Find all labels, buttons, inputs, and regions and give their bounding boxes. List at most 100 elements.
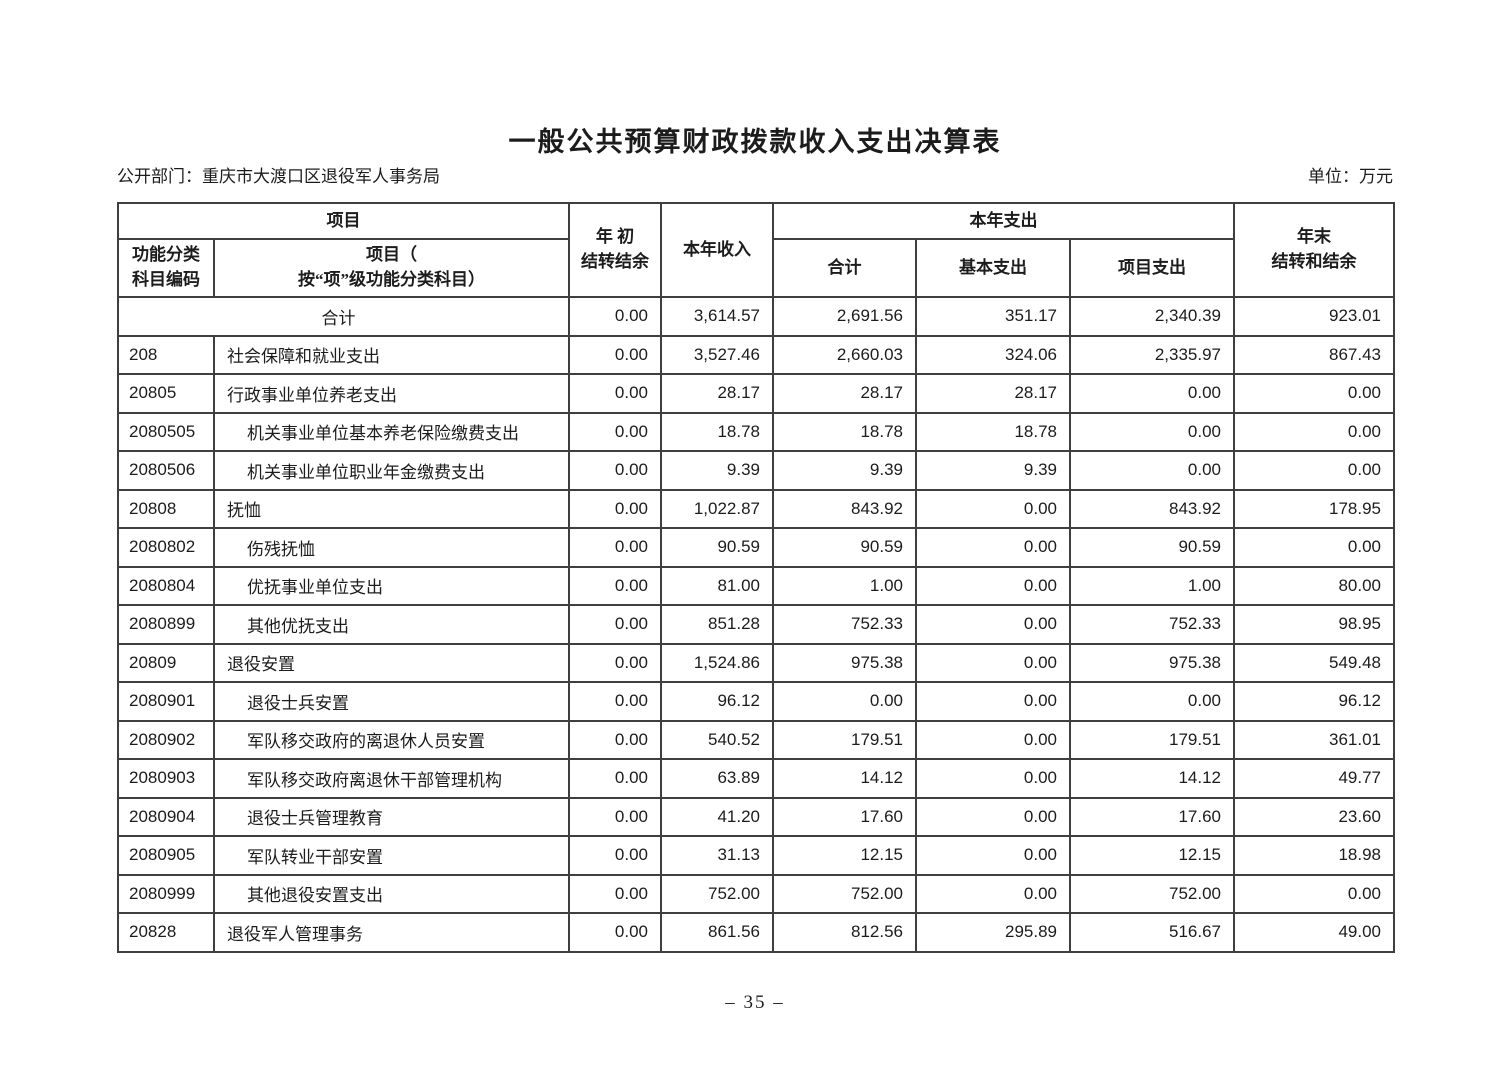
row-value-cell: 843.92 — [1069, 488, 1235, 529]
table-row: 2080999 其他退役安置支出 0.00 752.00 752.00 0.00 752.0… — [117, 873, 1395, 914]
table-row: 2080905 军队转业干部安置 0.00 31.13 12.15 0.00 12.15 18… — [117, 835, 1395, 876]
row-value-cell: 0.00 — [915, 527, 1071, 568]
header-project-name-line2: 按“项”级功能分类科目） — [298, 270, 485, 289]
row-value-cell: 0.00 — [568, 334, 662, 375]
table-row: 2080804 优抚事业单位支出 0.00 81.00 1.00 0.00 1.00 80.0… — [117, 565, 1395, 606]
row-value-cell: 49.00 — [1233, 912, 1395, 953]
row-value-cell: 975.38 — [772, 642, 917, 683]
row-value-cell: 63.89 — [660, 758, 774, 799]
page-title: 一般公共预算财政拨款收入支出决算表 — [508, 127, 1002, 157]
budget-table: 项目 年 初 结转结余 本年收入 本年支出 年末 结转和结余 功能分类 科目编码 — [117, 202, 1395, 953]
row-value-cell: 2,691.56 — [772, 296, 917, 337]
row-value-cell: 752.33 — [1069, 604, 1235, 645]
row-name-cell: 机关事业单位职业年金缴费支出 — [213, 450, 570, 491]
row-value-cell: 0.00 — [1233, 411, 1395, 452]
row-value-cell: 867.43 — [1233, 334, 1395, 375]
meta-row: 公开部门：重庆市大渡口区退役军人事务局 单位：万元 — [117, 162, 1393, 187]
row-value-cell: 17.60 — [772, 796, 917, 837]
row-value-cell: 351.17 — [915, 296, 1071, 337]
table-row: 20805 行政事业单位养老支出 0.00 28.17 28.17 28.17 0.00 0.… — [117, 373, 1395, 414]
row-value-cell: 549.48 — [1233, 642, 1395, 683]
row-value-cell: 90.59 — [772, 527, 917, 568]
row-value-cell: 12.15 — [772, 835, 917, 876]
table-row: 2080903 军队移交政府离退休干部管理机构 0.00 63.89 14.12 0.00… — [117, 758, 1395, 799]
row-value-cell: 975.38 — [1069, 642, 1235, 683]
row-name-cell: 军队转业干部安置 — [213, 835, 570, 876]
row-code-cell: 2080999 — [117, 873, 215, 914]
row-value-cell: 923.01 — [1233, 296, 1395, 337]
row-code-cell: 2080506 — [117, 450, 215, 491]
row-value-cell: 179.51 — [772, 719, 917, 760]
row-value-cell: 516.67 — [1069, 912, 1235, 953]
row-value-cell: 843.92 — [772, 488, 917, 529]
row-name-cell: 其他优抚支出 — [213, 604, 570, 645]
header-row-2: 功能分类 科目编码 项目（ 按“项”级功能分类科目） 合计 基本支出 项目支出 — [117, 238, 1394, 298]
row-value-cell: 0.00 — [1233, 450, 1395, 491]
header-expenditure-total: 合计 — [772, 238, 917, 298]
row-value-cell: 0.00 — [568, 411, 662, 452]
row-value-cell: 80.00 — [1233, 565, 1395, 606]
table-row: 2080899 其他优抚支出 0.00 851.28 752.33 0.00 752.33 9… — [117, 604, 1395, 645]
row-value-cell: 14.12 — [772, 758, 917, 799]
row-value-cell: 23.60 — [1233, 796, 1395, 837]
row-code-cell: 20809 — [117, 642, 215, 683]
row-value-cell: 0.00 — [568, 604, 662, 645]
row-name-cell: 退役士兵安置 — [213, 681, 570, 722]
row-value-cell: 361.01 — [1233, 719, 1395, 760]
header-income: 本年收入 — [660, 202, 774, 298]
header-function-code-line1: 功能分类 — [132, 245, 200, 265]
header-closing-balance: 年末 结转和结余 — [1233, 202, 1395, 298]
row-value-cell: 17.60 — [1069, 796, 1235, 837]
row-value-cell: 0.00 — [568, 296, 662, 337]
row-code-cell: 2080505 — [117, 411, 215, 452]
row-value-cell: 1.00 — [772, 565, 917, 606]
row-value-cell: 0.00 — [915, 835, 1071, 876]
row-code-cell: 2080902 — [117, 719, 215, 760]
header-closing-balance-line1: 年末 — [1297, 227, 1331, 247]
table-row: 20828 退役军人管理事务 0.00 861.56 812.56 295.89 516.6… — [117, 912, 1395, 953]
row-code-cell: 2080804 — [117, 565, 215, 606]
row-value-cell: 1,524.86 — [660, 642, 774, 683]
row-value-cell: 0.00 — [915, 796, 1071, 837]
row-value-cell: 0.00 — [1069, 373, 1235, 414]
row-value-cell: 98.95 — [1233, 604, 1395, 645]
row-name-cell: 军队移交政府的离退休人员安置 — [213, 719, 570, 760]
table-body: 合计 0.00 3,614.57 2,691.56 351.17 2,340.39 923.… — [117, 296, 1395, 953]
row-value-cell: 2,335.97 — [1069, 334, 1235, 375]
row-value-cell: 0.00 — [915, 719, 1071, 760]
table-row: 2080505 机关事业单位基本养老保险缴费支出 0.00 18.78 18.78 18.… — [117, 411, 1395, 452]
row-value-cell: 0.00 — [568, 488, 662, 529]
row-value-cell: 0.00 — [568, 450, 662, 491]
table-row: 2080902 军队移交政府的离退休人员安置 0.00 540.52 179.51 0.0… — [117, 719, 1395, 760]
header-expenditure-project: 项目支出 — [1069, 238, 1235, 298]
row-value-cell: 0.00 — [568, 912, 662, 953]
row-value-cell: 752.00 — [660, 873, 774, 914]
row-value-cell: 0.00 — [568, 719, 662, 760]
row-value-cell: 9.39 — [660, 450, 774, 491]
row-value-cell: 96.12 — [1233, 681, 1395, 722]
row-total-label-cell: 合计 — [117, 296, 570, 337]
row-value-cell: 41.20 — [660, 796, 774, 837]
row-value-cell: 861.56 — [660, 912, 774, 953]
header-project-name: 项目（ 按“项”级功能分类科目） — [213, 238, 570, 298]
row-code-cell: 2080905 — [117, 835, 215, 876]
row-name-cell: 退役士兵管理教育 — [213, 796, 570, 837]
row-value-cell: 3,614.57 — [660, 296, 774, 337]
row-value-cell: 0.00 — [1069, 411, 1235, 452]
header-opening-balance-line2: 结转结余 — [581, 252, 649, 271]
department-label: 公开部门：重庆市大渡口区退役军人事务局 — [117, 167, 440, 186]
row-name-cell: 伤残抚恤 — [213, 527, 570, 568]
row-value-cell: 96.12 — [660, 681, 774, 722]
row-value-cell: 90.59 — [660, 527, 774, 568]
table-row: 20808 抚恤 0.00 1,022.87 843.92 0.00 843.92 178.9… — [117, 488, 1395, 529]
row-value-cell: 81.00 — [660, 565, 774, 606]
row-value-cell: 28.17 — [915, 373, 1071, 414]
row-name-cell: 退役安置 — [213, 642, 570, 683]
row-value-cell: 18.78 — [915, 411, 1071, 452]
row-name-cell: 抚恤 — [213, 488, 570, 529]
row-name-cell: 行政事业单位养老支出 — [213, 373, 570, 414]
header-expenditure-group: 本年支出 — [772, 202, 1235, 240]
table-row: 20809 退役安置 0.00 1,524.86 975.38 0.00 975.38 549… — [117, 642, 1395, 683]
row-value-cell: 752.00 — [772, 873, 917, 914]
